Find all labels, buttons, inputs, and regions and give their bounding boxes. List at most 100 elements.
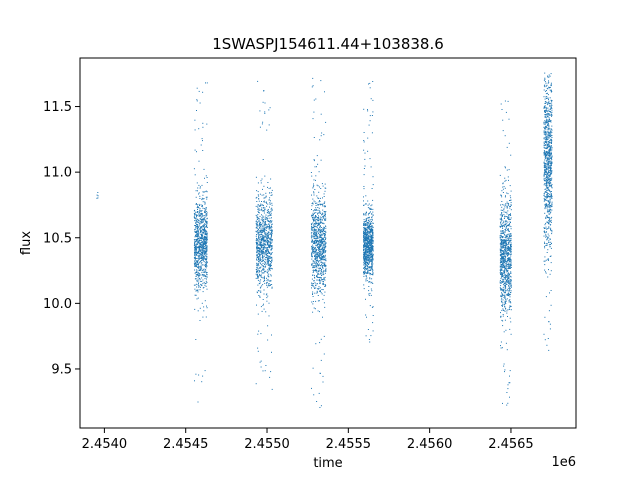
data-point <box>503 252 505 254</box>
data-point <box>502 299 504 301</box>
data-point <box>501 305 503 306</box>
data-point <box>504 278 506 280</box>
data-point <box>319 278 321 280</box>
data-point <box>265 192 267 194</box>
data-point <box>199 253 201 255</box>
data-point <box>194 272 196 274</box>
data-point <box>256 253 258 255</box>
data-point <box>202 204 203 206</box>
data-point <box>200 213 202 215</box>
data-point <box>196 232 198 234</box>
data-point <box>195 214 197 216</box>
data-point <box>544 105 546 107</box>
data-point <box>322 257 324 259</box>
data-point <box>314 229 316 231</box>
data-point <box>551 135 553 136</box>
data-point <box>269 206 270 208</box>
data-point <box>313 185 315 187</box>
data-point <box>313 183 314 185</box>
data-point <box>194 225 196 226</box>
data-point <box>259 251 261 253</box>
data-point <box>500 294 502 296</box>
data-point <box>324 256 326 258</box>
data-point <box>270 253 272 255</box>
data-point <box>318 222 320 224</box>
data-point <box>544 110 546 112</box>
data-point <box>323 211 325 212</box>
data-point <box>501 231 503 233</box>
data-point <box>507 264 509 265</box>
data-point <box>268 227 270 229</box>
data-point <box>201 216 203 218</box>
data-point <box>369 234 371 236</box>
data-point <box>195 274 197 275</box>
data-point <box>202 375 204 377</box>
data-point <box>96 194 98 196</box>
data-point <box>509 288 511 289</box>
data-point <box>315 257 317 259</box>
data-point <box>266 282 268 284</box>
data-point <box>508 248 510 250</box>
data-point <box>259 227 260 229</box>
data-point <box>258 195 260 197</box>
data-point <box>204 218 205 220</box>
data-point <box>205 220 207 222</box>
data-point <box>202 228 204 230</box>
data-point <box>196 215 197 217</box>
data-point <box>508 262 510 264</box>
data-point <box>201 246 203 248</box>
data-point <box>266 244 268 246</box>
data-point <box>546 228 548 230</box>
data-point <box>510 252 512 254</box>
data-point <box>546 243 548 245</box>
data-point <box>507 100 509 102</box>
data-point <box>261 253 263 255</box>
data-point <box>195 236 197 237</box>
data-point <box>505 221 507 223</box>
data-point <box>258 247 259 249</box>
data-point <box>550 131 552 133</box>
data-point <box>195 225 196 226</box>
data-point <box>316 195 318 197</box>
data-point <box>196 225 198 227</box>
data-point <box>259 296 261 298</box>
data-point <box>268 215 270 217</box>
data-point <box>201 233 203 235</box>
data-point <box>549 273 551 275</box>
data-point <box>549 141 551 143</box>
data-point <box>505 224 507 226</box>
data-point <box>501 204 503 206</box>
data-point <box>369 261 371 262</box>
data-point <box>546 221 548 223</box>
data-point <box>263 278 265 280</box>
data-point <box>319 197 321 199</box>
data-point <box>194 228 196 230</box>
data-point <box>503 277 505 279</box>
data-point <box>545 152 547 154</box>
data-point <box>510 284 512 286</box>
data-point <box>201 272 203 274</box>
data-point <box>503 363 505 365</box>
data-point <box>502 247 504 249</box>
data-point <box>317 220 319 222</box>
data-point <box>262 252 263 254</box>
data-point <box>501 296 503 298</box>
data-point <box>266 252 268 254</box>
data-point <box>258 247 260 248</box>
data-point <box>262 236 264 238</box>
data-point <box>311 251 313 253</box>
data-point <box>312 214 314 215</box>
data-point <box>197 206 199 208</box>
data-point <box>203 286 205 288</box>
data-point <box>507 261 509 263</box>
data-point <box>265 236 267 238</box>
data-point <box>199 278 201 280</box>
data-point <box>372 232 373 234</box>
data-point <box>509 287 510 289</box>
data-point <box>363 253 365 255</box>
data-point <box>205 244 206 246</box>
data-point <box>316 271 318 273</box>
data-point <box>312 217 313 219</box>
data-point <box>366 220 368 222</box>
data-point <box>499 238 501 240</box>
